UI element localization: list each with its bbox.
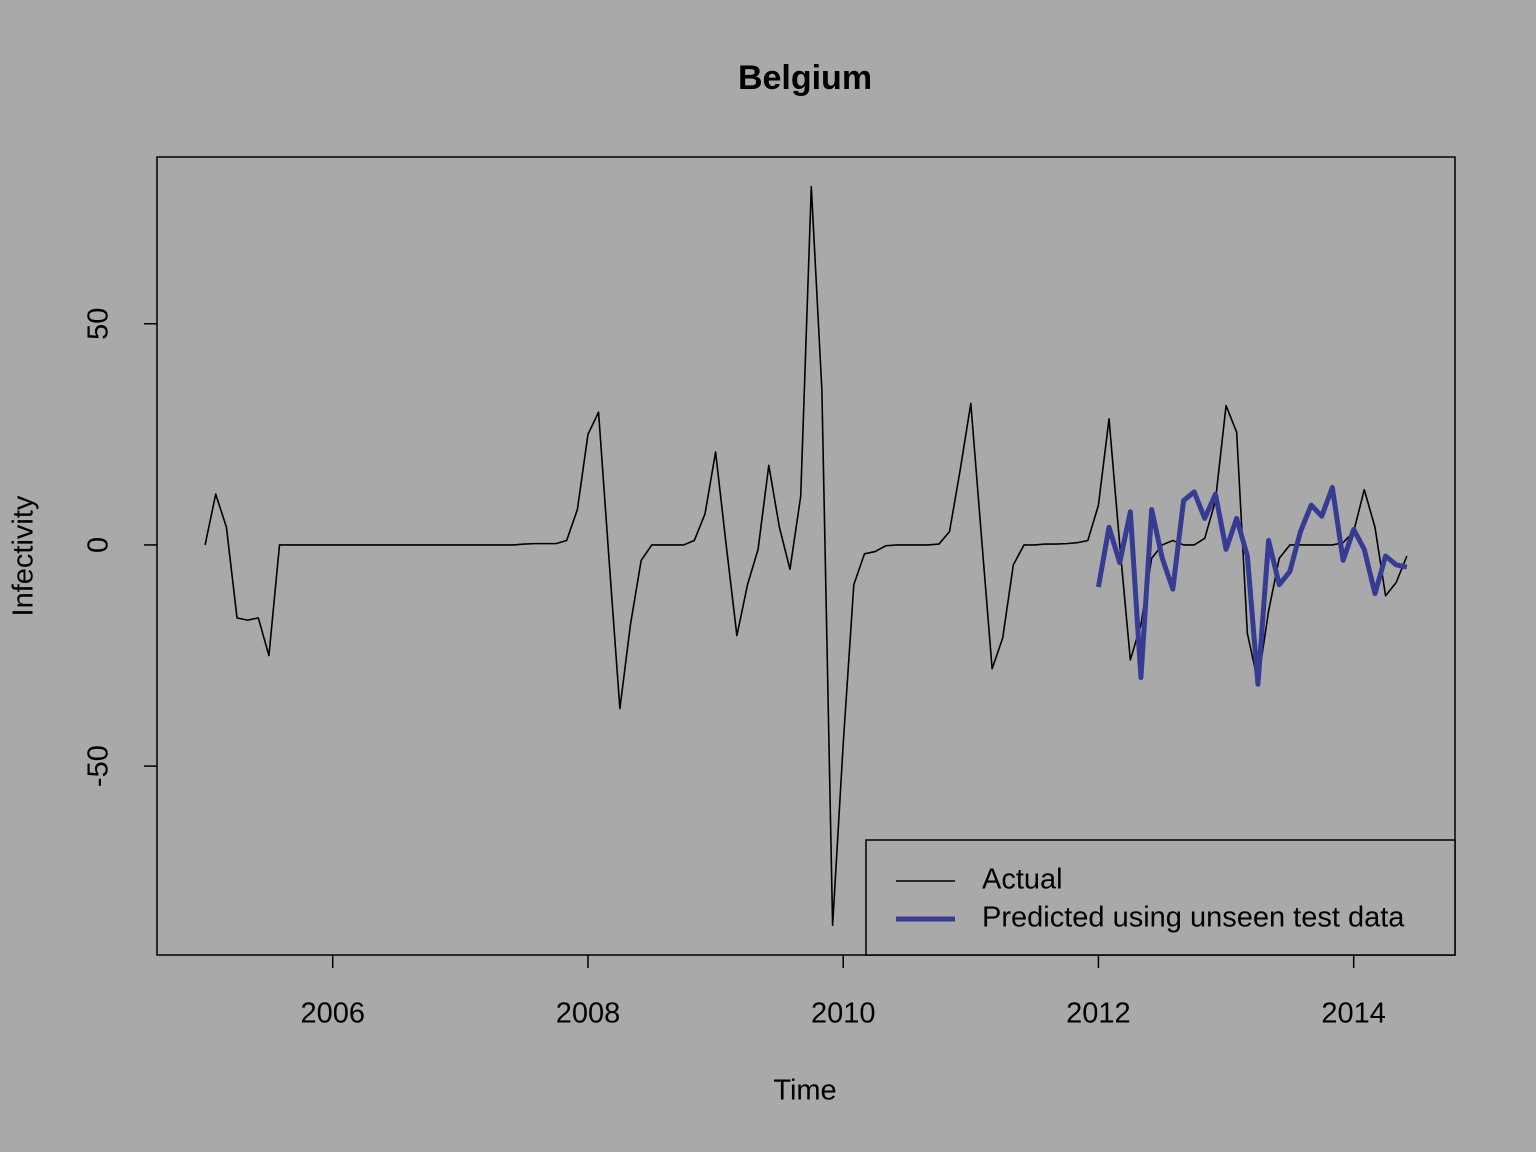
series-line [204,185,1408,927]
legend-label: Actual [982,864,1063,896]
x-tick-label: 2006 [300,998,365,1030]
chart-title: Belgium [738,59,872,97]
legend-box [865,839,1456,956]
y-axis-label: Infectivity [8,495,40,616]
series-line [1095,484,1408,687]
y-tick-label: 50 [83,308,115,340]
y-tick-label: 0 [83,537,115,553]
plot-frame [156,156,1456,956]
x-axis-label: Time [773,1075,836,1107]
x-tick-label: 2008 [556,998,621,1030]
x-tick-label: 2012 [1066,998,1131,1030]
x-tick-label: 2014 [1321,998,1386,1030]
legend-label: Predicted using unseen test data [982,902,1405,934]
y-tick-label: -50 [83,745,115,787]
x-tick-label: 2010 [811,998,876,1030]
